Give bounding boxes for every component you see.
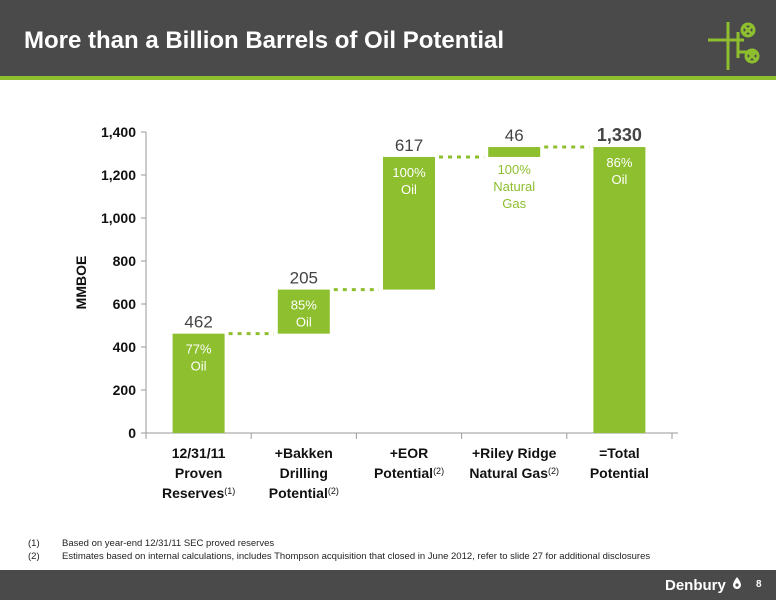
x-category-label: Drilling — [280, 465, 328, 481]
slide-title: More than a Billion Barrels of Oil Poten… — [24, 27, 505, 54]
footnote-1: (1) Based on year-end 12/31/11 SEC proved… — [28, 538, 275, 549]
footnote-ref: (1) — [224, 486, 235, 496]
bar-inner-label: Oil — [401, 182, 417, 197]
bar-inner-label: 86% — [606, 155, 632, 170]
x-category-label: Potential(2) — [374, 465, 444, 481]
bar-inner-label: 100% — [392, 165, 426, 180]
bar — [172, 333, 225, 433]
waterfall-chart: 0 200 400 600 800 1,000 1,200 1,400 MMBOE 462 77% O… — [73, 124, 678, 501]
bar-inner-label: Natural — [493, 179, 535, 194]
accent-bar — [0, 76, 776, 80]
bar — [488, 147, 541, 157]
footnote-ref: (2) — [328, 486, 339, 496]
bar — [383, 156, 435, 290]
x-category-label: +Riley Ridge — [472, 445, 557, 461]
bar-value-label: 46 — [505, 126, 524, 145]
oil-wellhead-icon — [708, 22, 760, 70]
bar-inner-label: Oil — [191, 359, 207, 374]
footer-bar: Denbury 8 — [0, 570, 776, 600]
bar — [593, 147, 646, 434]
bar-inner-label: Oil — [296, 315, 312, 330]
bar-inner-label: Oil — [611, 172, 627, 187]
y-tick-label: 0 — [128, 425, 136, 441]
brand-logo-text: Denbury — [665, 577, 726, 594]
footnote-2: (2) Estimates based on internal calculati… — [28, 551, 651, 562]
y-tick-label: 800 — [113, 253, 137, 269]
bar-inner-label: 77% — [186, 342, 212, 357]
y-tick-label: 200 — [113, 382, 137, 398]
y-tick-label: 1,000 — [101, 210, 136, 226]
y-tick-label: 1,200 — [101, 167, 136, 183]
bar-value-label: 205 — [290, 269, 318, 288]
y-tick-label: 1,400 — [101, 124, 136, 140]
page-number: 8 — [756, 579, 762, 590]
footnote-ref: (2) — [433, 466, 444, 476]
bar-value-label: 617 — [395, 136, 423, 155]
bar-inner-label: Gas — [502, 196, 526, 211]
x-category-label: Proven — [175, 465, 222, 481]
x-category-label: +Bakken — [275, 445, 333, 461]
x-category-label: Potential(2) — [269, 485, 339, 501]
bar-inner-label: 100% — [498, 162, 532, 177]
x-category-label: Potential — [590, 465, 649, 481]
x-category-label: Natural Gas(2) — [469, 465, 559, 481]
x-category-label: +EOR — [390, 445, 429, 461]
oil-drop-icon — [733, 577, 741, 589]
x-category-label: Reserves(1) — [162, 485, 235, 501]
y-tick-label: 600 — [113, 296, 137, 312]
x-category-label: =Total — [599, 445, 640, 461]
header-bar: More than a Billion Barrels of Oil Poten… — [0, 0, 776, 76]
footnotes: (1) Based on year-end 12/31/11 SEC proved… — [28, 537, 650, 563]
bar-value-label: 1,330 — [597, 125, 642, 145]
bar-inner-label: 85% — [291, 298, 317, 313]
bar-value-label: 462 — [184, 313, 212, 332]
x-category-label: 12/31/11 — [172, 445, 226, 461]
footnote-ref: (2) — [548, 466, 559, 476]
bar — [277, 289, 330, 334]
y-tick-label: 400 — [113, 339, 137, 355]
y-axis-title: MMBOE — [73, 256, 89, 310]
